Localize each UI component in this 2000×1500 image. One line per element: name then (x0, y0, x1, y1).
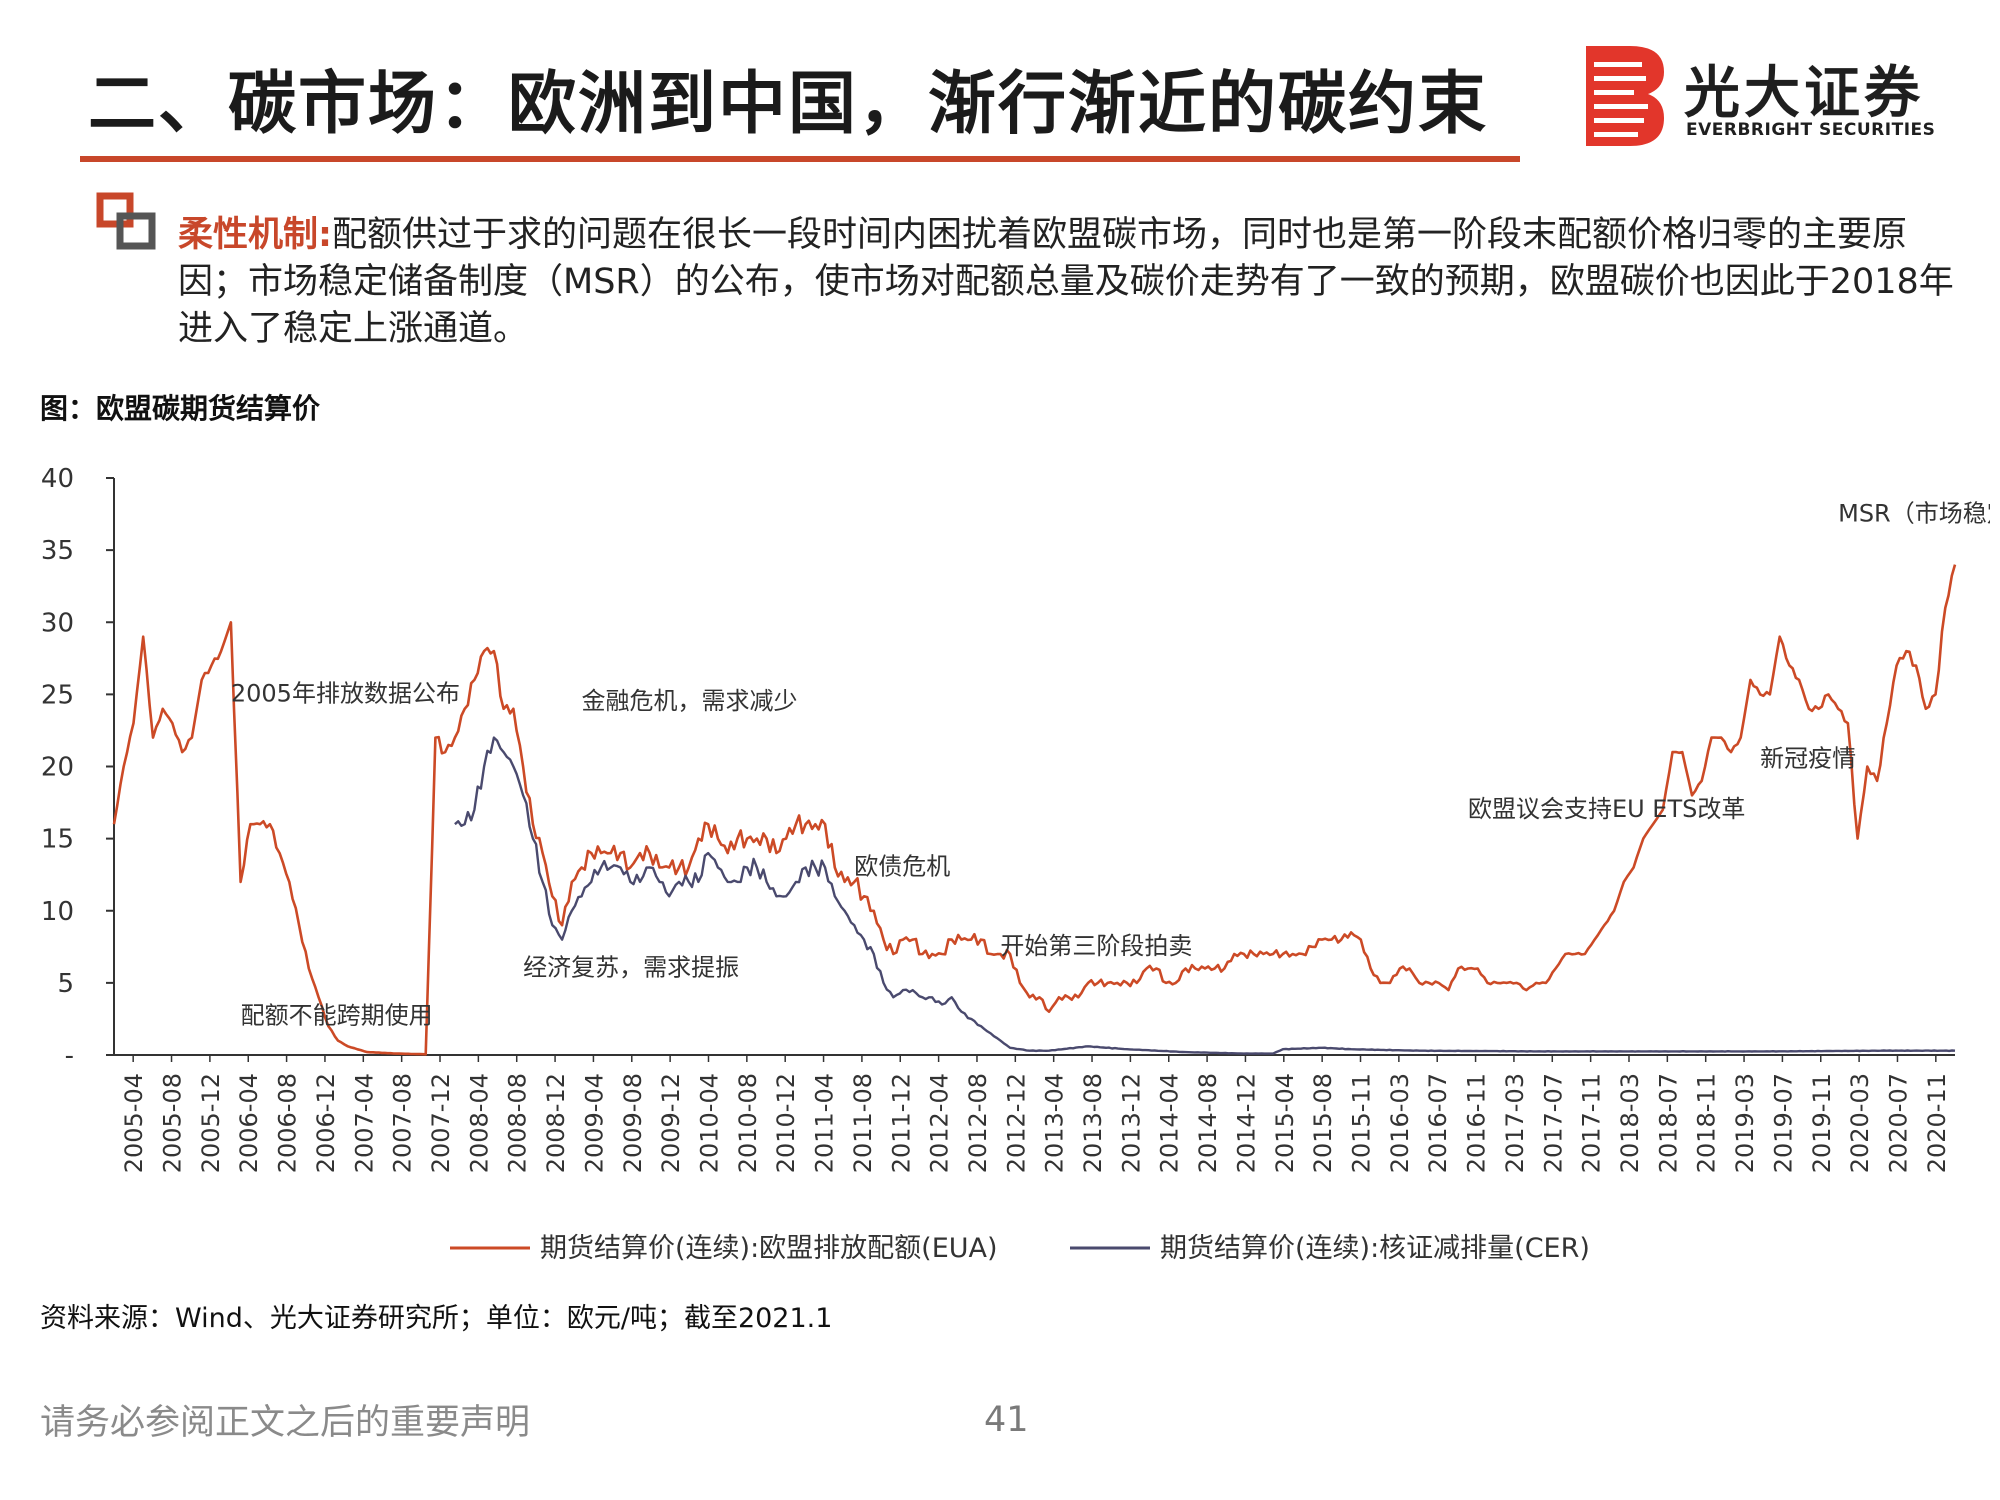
eu-carbon-futures-chart: 40 35 30 25 20 15 10 5 - 2005-04 2005-08 2005-12 200… (41, 464, 1990, 1264)
chart-annotation: 配额不能跨期使用 (241, 1001, 433, 1029)
chart-annotation: 开始第三阶段拍卖 (1000, 932, 1192, 960)
chart-annotation: 欧盟议会支持EU ETS改革 (1468, 795, 1745, 823)
x-tick-label: 2005-12 (197, 1073, 225, 1173)
paragraph-key: 柔性机制: (178, 215, 332, 255)
brand-logo: 光大证券 EVERBRIGHT SECURITIES (1584, 44, 1964, 154)
x-tick-label: 2018-11 (1693, 1073, 1721, 1173)
y-tick-label: 35 (41, 536, 74, 566)
logo-chinese-name: 光大证券 (1684, 61, 1924, 126)
x-tick-label: 2007-12 (427, 1073, 455, 1173)
chart-annotation: 经济复苏，需求提振 (523, 954, 739, 982)
x-tick-label: 2012-04 (926, 1073, 954, 1173)
x-tick-label: 2010-12 (772, 1073, 800, 1173)
x-tick-label: 2019-07 (1769, 1073, 1797, 1173)
x-tick-label: 2013-04 (1041, 1073, 1069, 1173)
y-tick-label: 30 (41, 608, 74, 638)
x-tick-label: 2016-11 (1463, 1073, 1491, 1173)
x-tick-label: 2015-08 (1309, 1073, 1337, 1173)
chart-annotation: 金融危机，需求减少 (582, 687, 798, 715)
x-tick-label: 2015-11 (1348, 1073, 1376, 1173)
x-tick-label: 2014-12 (1232, 1073, 1260, 1173)
paragraph-text: 配额供过于求的问题在很长一段时间内困扰着欧盟碳市场，同时也是第一阶段末配额价格归… (178, 215, 1954, 349)
x-tick-label: 2006-04 (235, 1073, 263, 1173)
footer-disclaimer: 请务必参阅正文之后的重要声明 (40, 1403, 531, 1443)
y-tick-label: - (65, 1041, 74, 1071)
x-tick-label: 2017-11 (1578, 1073, 1606, 1173)
chart-annotation: 新冠疫情 (1760, 745, 1856, 773)
x-tick-label: 2011-12 (887, 1073, 915, 1173)
legend-label-eua: 期货结算价(连续):欧盟排放配额(EUA) (540, 1233, 998, 1264)
y-tick-label: 25 (41, 680, 74, 710)
page-number: 41 (984, 1400, 1029, 1440)
y-tick-label: 20 (41, 753, 74, 783)
x-tick-label: 2014-08 (1194, 1073, 1222, 1173)
x-tick-label: 2013-12 (1117, 1073, 1145, 1173)
x-tick-label: 2007-04 (350, 1073, 378, 1173)
bullet-squares-icon (96, 192, 156, 250)
eua-series-line (112, 564, 1957, 1056)
x-tick-label: 2017-03 (1501, 1073, 1529, 1173)
figure-title: 图：欧盟碳期货结算价 (40, 392, 321, 425)
legend-label-cer: 期货结算价(连续):核证减排量(CER) (1160, 1233, 1590, 1264)
x-tick-label: 2008-12 (542, 1073, 570, 1173)
x-tick-label: 2011-04 (811, 1073, 839, 1173)
x-tick-label: 2010-04 (695, 1073, 723, 1173)
x-tick-label: 2012-08 (964, 1073, 992, 1173)
logo-english-name: EVERBRIGHT SECURITIES (1686, 120, 1936, 140)
x-tick-label: 2018-03 (1616, 1073, 1644, 1173)
x-tick-label: 2008-08 (504, 1073, 532, 1173)
chart-annotation: 2005年排放数据公布 (231, 680, 460, 708)
x-tick-label: 2020-03 (1846, 1073, 1874, 1173)
x-tick-label: 2009-04 (580, 1073, 608, 1173)
x-tick-label: 2010-08 (734, 1073, 762, 1173)
x-tick-label: 2020-07 (1884, 1073, 1912, 1173)
title-rule (80, 156, 1520, 162)
x-tick-label: 2006-08 (274, 1073, 302, 1173)
x-tick-label: 2009-08 (619, 1073, 647, 1173)
x-tick-label: 2019-11 (1808, 1073, 1836, 1173)
x-tick-label: 2014-04 (1156, 1073, 1184, 1173)
x-tick-label: 2012-12 (1002, 1073, 1030, 1173)
logo-mark-icon (1586, 46, 1664, 146)
x-tick-label: 2016-07 (1424, 1073, 1452, 1173)
x-tick-label: 2016-03 (1386, 1073, 1414, 1173)
cer-series-line (454, 736, 1956, 1055)
x-tick-label: 2018-07 (1654, 1073, 1682, 1173)
x-tick-label: 2005-08 (159, 1073, 187, 1173)
y-tick-label: 5 (57, 969, 74, 999)
x-tick-label: 2019-03 (1731, 1073, 1759, 1173)
x-tick-label: 2011-08 (849, 1073, 877, 1173)
y-tick-label: 40 (41, 464, 74, 494)
x-tick-label: 2020-11 (1923, 1073, 1951, 1173)
x-tick-label: 2015-04 (1271, 1073, 1299, 1173)
body-paragraph: 柔性机制:配额供过于求的问题在很长一段时间内困扰着欧盟碳市场，同时也是第一阶段末… (178, 212, 1958, 353)
x-tick-label: 2007-08 (389, 1073, 417, 1173)
y-tick-label: 10 (41, 897, 74, 927)
chart-annotation: 欧债危机 (854, 853, 950, 881)
source-note: 资料来源：Wind、光大证券研究所；单位：欧元/吨；截至2021.1 (40, 1303, 833, 1334)
page-title: 二、碳市场：欧洲到中国，渐行渐近的碳约束 (88, 65, 1489, 144)
chart-annotation: MSR（市场稳定储备） (1838, 499, 1990, 527)
x-tick-label: 2013-08 (1079, 1073, 1107, 1173)
x-tick-label: 2006-12 (312, 1073, 340, 1173)
x-tick-label: 2008-04 (465, 1073, 493, 1173)
x-tick-label: 2017-07 (1539, 1073, 1567, 1173)
x-tick-label: 2009-12 (657, 1073, 685, 1173)
x-tick-label: 2005-04 (120, 1073, 148, 1173)
y-tick-label: 15 (41, 825, 74, 855)
